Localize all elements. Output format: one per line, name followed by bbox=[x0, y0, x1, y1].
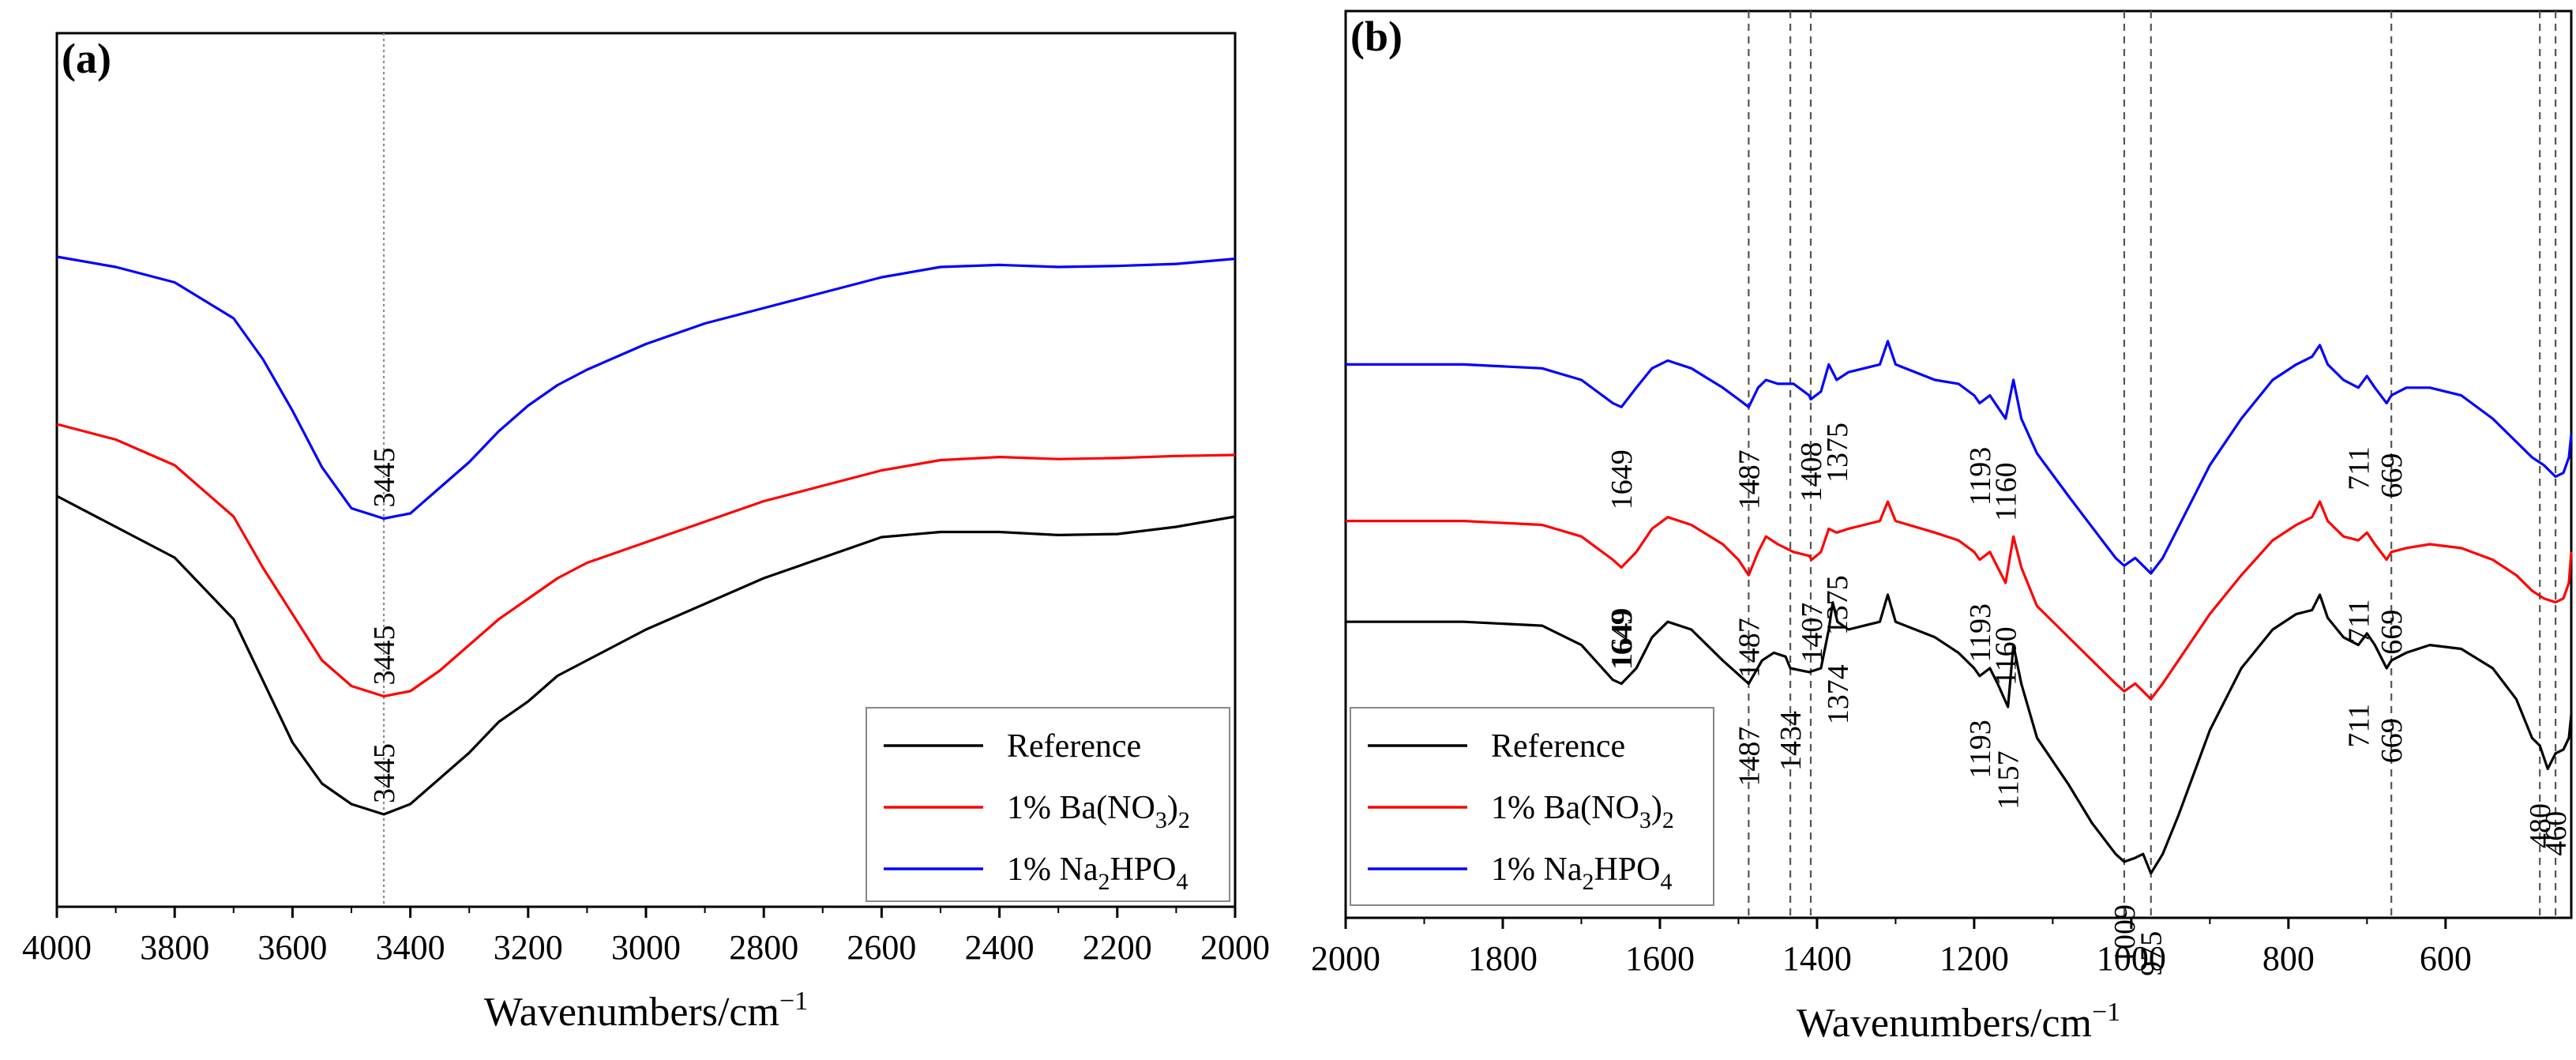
x-axis-label-superscript: −1 bbox=[779, 987, 808, 1016]
x-tick-label: 2000 bbox=[1200, 928, 1270, 967]
series-line-2 bbox=[56, 255, 1236, 521]
x-tick-label: 2200 bbox=[1083, 928, 1152, 967]
x-tick-label: 4000 bbox=[22, 928, 92, 967]
x-tick-label: 2000 bbox=[1311, 939, 1380, 978]
peak-label-1407: 1407 bbox=[1796, 603, 1829, 663]
legend-entry: Reference bbox=[1491, 728, 1625, 765]
x-tick-label: 800 bbox=[2262, 939, 2315, 978]
x-tick-label: 1400 bbox=[1782, 939, 1852, 978]
peak-label-1487: 1487 bbox=[1733, 449, 1766, 509]
x-tick-label: 2600 bbox=[847, 928, 916, 967]
panel-label: (b) bbox=[1350, 13, 1403, 60]
peak-label-669: 669 bbox=[2375, 610, 2409, 655]
peak-label-975: 975 bbox=[2135, 931, 2169, 976]
legend: Reference 1% Ba(NO3)2 1% Na2HPO4 bbox=[866, 707, 1230, 902]
x-tick-label: 1200 bbox=[1940, 939, 2009, 978]
peak-label-1374: 1374 bbox=[1822, 664, 1855, 724]
x-tick-label: 3800 bbox=[140, 928, 209, 967]
series-line-1 bbox=[1346, 500, 2573, 701]
x-tick-label: 2400 bbox=[965, 928, 1035, 967]
legend-entry: 1% Na2HPO4 bbox=[1491, 851, 1673, 895]
x-axis-label-superscript: −1 bbox=[2092, 998, 2120, 1027]
peak-label-711: 711 bbox=[2342, 704, 2375, 748]
legend: Reference 1% Ba(NO3)2 1% Na2HPO4 bbox=[1350, 707, 1714, 906]
peak-label-1193: 1193 bbox=[1964, 720, 1997, 779]
peak-label-1649: 1649 bbox=[1605, 449, 1639, 509]
legend-entry: 1% Ba(NO3)2 bbox=[1007, 790, 1190, 833]
peak-label-1434: 1434 bbox=[1774, 711, 1808, 771]
peak-label-1160: 1160 bbox=[1990, 626, 2023, 686]
x-tick-label: 3000 bbox=[611, 928, 681, 967]
peak-label-1193: 1193 bbox=[1964, 603, 1997, 663]
x-tick-label: 3400 bbox=[376, 928, 445, 967]
series-line-1 bbox=[56, 423, 1236, 698]
peak-label-1487: 1487 bbox=[1733, 727, 1766, 787]
peak-label-1157: 1157 bbox=[1992, 750, 2026, 810]
panel-label: (a) bbox=[62, 35, 111, 82]
peak-label-669: 669 bbox=[2375, 453, 2409, 498]
x-tick-label: 3600 bbox=[257, 928, 327, 967]
peak-label-1649: 1649 bbox=[1605, 610, 1639, 670]
peak-label-669: 669 bbox=[2375, 718, 2409, 763]
panel-b: (b) 2000 1800 1600 1400 1200 1000 800 600 Wavenum… bbox=[1311, 9, 2573, 1046]
peak-label-1649: 1649 bbox=[1605, 608, 1639, 668]
peak-label-1408: 1408 bbox=[1795, 442, 1828, 502]
panel-a: (a) 4000 3800 3600 3400 3200 3000 2800 2600 2400 2… bbox=[22, 32, 1270, 1035]
x-axis-label: Wavenumbers/cm−1 bbox=[1797, 998, 2120, 1046]
peak-label-3445: 3445 bbox=[368, 448, 401, 508]
peak-label-711: 711 bbox=[2342, 446, 2375, 491]
peak-label-480: 480 bbox=[2524, 803, 2557, 848]
x-axis-label: Wavenumbers/cm−1 bbox=[484, 987, 808, 1035]
x-tick-label: 1600 bbox=[1625, 939, 1695, 978]
x-tick-label: 1000 bbox=[2097, 939, 2166, 978]
peak-label-1375: 1375 bbox=[1821, 575, 1854, 635]
peak-label-3445: 3445 bbox=[368, 743, 401, 803]
peak-label-1375: 1375 bbox=[1821, 423, 1854, 483]
series-line-0 bbox=[1346, 593, 2573, 875]
peak-label-1487: 1487 bbox=[1733, 618, 1766, 678]
plot-frame bbox=[1344, 9, 2573, 919]
x-tick-label: 2800 bbox=[729, 928, 798, 967]
x-tick-label: 1800 bbox=[1468, 939, 1538, 978]
peak-label-1160: 1160 bbox=[1990, 462, 2023, 521]
legend-entry: 1% Na2HPO4 bbox=[1007, 851, 1188, 895]
peak-label-1009: 1009 bbox=[2108, 904, 2142, 964]
peak-label-1193: 1193 bbox=[1964, 447, 1997, 506]
peak-label-3445: 3445 bbox=[368, 626, 401, 686]
series-line-0 bbox=[56, 494, 1236, 816]
series-line-2 bbox=[1346, 340, 2573, 575]
peak-label-711: 711 bbox=[2342, 600, 2375, 644]
x-tick-label: 600 bbox=[2420, 939, 2472, 978]
legend-entry: 1% Ba(NO3)2 bbox=[1491, 790, 1674, 833]
legend-entry: Reference bbox=[1007, 728, 1141, 765]
peak-label-460: 460 bbox=[2540, 811, 2573, 856]
x-tick-label: 3200 bbox=[494, 928, 563, 967]
